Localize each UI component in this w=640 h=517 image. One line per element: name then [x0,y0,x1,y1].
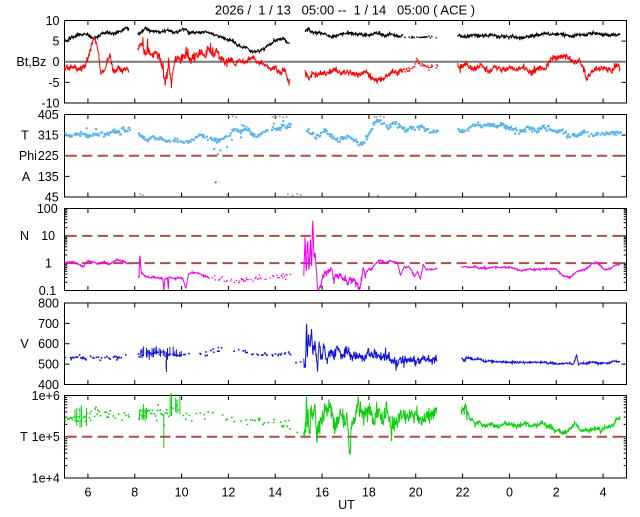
svg-text:1e+6: 1e+6 [32,389,60,403]
svg-text:800: 800 [38,296,59,310]
svg-text:2: 2 [553,486,560,500]
svg-text:N: N [20,229,29,243]
svg-text:1e+5: 1e+5 [32,430,60,444]
svg-text:1: 1 [45,257,52,271]
svg-text:T: T [21,129,29,143]
svg-text:5: 5 [53,35,60,49]
svg-text:700: 700 [38,317,59,331]
svg-text:225: 225 [38,149,59,163]
svg-text:-10: -10 [41,96,59,110]
svg-text:20: 20 [409,486,423,500]
svg-text:135: 135 [38,170,59,184]
svg-text:1e+4: 1e+4 [32,471,60,485]
svg-text:-5: -5 [48,76,59,90]
svg-text:315: 315 [38,129,59,143]
svg-text:400: 400 [38,378,59,392]
svg-text:12: 12 [221,486,235,500]
svg-text:0.1: 0.1 [39,284,56,298]
svg-text:6: 6 [84,486,91,500]
svg-text:100: 100 [37,202,58,216]
svg-text:4: 4 [600,486,607,500]
svg-text:2026 / 1 / 13 05:00 -- 1 /: 2026 / 1 / 13 05:00 -- 1 / 14 05:00 ( AC… [215,3,475,18]
svg-text:T: T [20,430,28,444]
svg-text:10: 10 [175,486,189,500]
svg-text:V: V [20,337,29,351]
svg-text:10: 10 [41,229,55,243]
svg-text:14: 14 [268,486,282,500]
svg-text:0: 0 [53,55,60,69]
svg-text:18: 18 [362,486,376,500]
svg-text:600: 600 [38,337,59,351]
svg-text:Bt,Bz: Bt,Bz [16,55,46,69]
svg-text:10: 10 [46,14,60,28]
svg-text:0: 0 [506,486,513,500]
svg-text:405: 405 [38,108,59,122]
svg-text:16: 16 [315,486,329,500]
svg-text:UT: UT [338,498,355,512]
svg-text:8: 8 [131,486,138,500]
svg-text:500: 500 [38,358,59,372]
svg-text:22: 22 [456,486,470,500]
svg-text:45: 45 [45,190,59,204]
svg-text:A: A [22,170,31,184]
svg-text:Phi: Phi [19,149,37,163]
